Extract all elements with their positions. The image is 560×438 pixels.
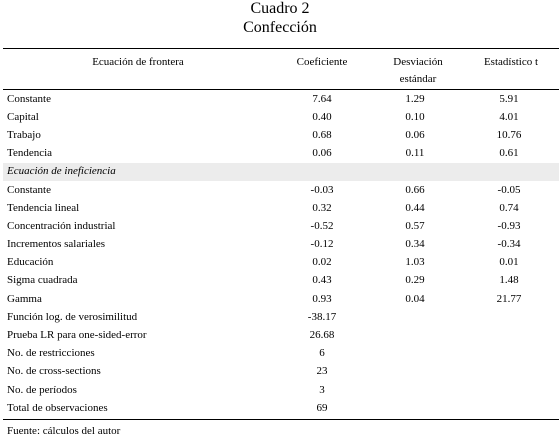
row-label: Constante xyxy=(7,93,51,105)
coefficient-value: 0.06 xyxy=(312,147,332,159)
row-label: Incrementos salariales xyxy=(7,238,106,250)
row-label: Prueba LR para one-sided-error xyxy=(7,329,147,341)
table-row: Gamma 0.93 0.04 21.77 xyxy=(0,290,560,308)
row-label: Tendencia lineal xyxy=(7,202,80,214)
t-statistic-value: -0.05 xyxy=(497,184,521,196)
row-label: Concentración industrial xyxy=(7,220,116,232)
std-dev-value: 0.34 xyxy=(405,238,425,250)
row-label: No. de restricciones xyxy=(7,347,95,359)
section-label: Ecuación de ineficiencia xyxy=(7,165,116,177)
coefficient-value: 0.93 xyxy=(312,293,332,305)
header-rule xyxy=(3,89,559,90)
coefficient-value: 0.68 xyxy=(312,129,332,141)
t-statistic-value: 0.01 xyxy=(499,256,519,268)
table-row: Total de observaciones 69 xyxy=(0,399,560,417)
coefficient-value: 0.40 xyxy=(312,111,332,123)
row-label: Gamma xyxy=(7,293,42,305)
coefficient-value: -0.52 xyxy=(310,220,334,232)
table-row: Constante 7.64 1.29 5.91 xyxy=(0,90,560,108)
table-row: No. de restricciones 6 xyxy=(0,344,560,362)
source-note: Fuente: cálculos del autor xyxy=(7,425,121,437)
header-coefficient: Coeficiente xyxy=(296,56,348,68)
coefficient-value: 23 xyxy=(316,365,328,377)
coefficient-value: 7.64 xyxy=(312,93,332,105)
row-label: No. de cross-sections xyxy=(7,365,101,377)
coefficient-value: -0.12 xyxy=(310,238,334,250)
t-statistic-value: 4.01 xyxy=(499,111,519,123)
table-row: Tendencia 0.06 0.11 0.61 xyxy=(0,144,560,162)
row-label: Función log. de verosimilitud xyxy=(7,311,138,323)
row-label: Sigma cuadrada xyxy=(7,274,78,286)
top-rule xyxy=(3,48,559,49)
coefficient-value: 6 xyxy=(319,347,325,359)
row-label: Tendencia xyxy=(7,147,53,159)
table-row: Educación 0.02 1.03 0.01 xyxy=(0,253,560,271)
row-label: Capital xyxy=(7,111,39,123)
std-dev-value: 1.29 xyxy=(405,93,425,105)
t-statistic-value: 0.61 xyxy=(499,147,519,159)
header-std-dev-line1: Desviación xyxy=(393,56,443,68)
table-row: No. de períodos 3 xyxy=(0,381,560,399)
std-dev-value: 0.04 xyxy=(405,293,425,305)
std-dev-value: 0.57 xyxy=(405,220,425,232)
table-row: Trabajo 0.68 0.06 10.76 xyxy=(0,126,560,144)
row-label: Trabajo xyxy=(7,129,41,141)
coefficient-value: 3 xyxy=(319,384,325,396)
coefficient-value: 0.43 xyxy=(312,274,332,286)
t-statistic-value: 5.91 xyxy=(499,93,519,105)
table-title: Cuadro 2 xyxy=(250,0,310,17)
t-statistic-value: 21.77 xyxy=(496,293,522,305)
row-label: Total de observaciones xyxy=(7,402,108,414)
t-statistic-value: -0.34 xyxy=(497,238,521,250)
table-row: No. de cross-sections 23 xyxy=(0,362,560,380)
std-dev-value: 0.44 xyxy=(405,202,425,214)
t-statistic-value: 0.74 xyxy=(499,202,519,214)
coefficient-value: 0.32 xyxy=(312,202,332,214)
t-statistic-value: 10.76 xyxy=(496,129,522,141)
header-t-statistic: Estadístico t xyxy=(483,56,539,68)
table-row: Capital 0.40 0.10 4.01 xyxy=(0,108,560,126)
table-row: Función log. de verosimilitud -38.17 xyxy=(0,308,560,326)
coefficient-value: 69 xyxy=(316,402,328,414)
bottom-rule xyxy=(3,419,559,420)
section-band-inefficiency xyxy=(3,163,559,181)
std-dev-value: 0.66 xyxy=(405,184,425,196)
std-dev-value: 1.03 xyxy=(405,256,425,268)
header-equation: Ecuación de frontera xyxy=(92,56,184,68)
table-row: Tendencia lineal 0.32 0.44 0.74 xyxy=(0,199,560,217)
t-statistic-value: -0.93 xyxy=(497,220,521,232)
row-label: Constante xyxy=(7,184,51,196)
row-label: Educación xyxy=(7,256,54,268)
coefficient-value: -0.03 xyxy=(310,184,334,196)
coefficient-value: 0.02 xyxy=(312,256,332,268)
table-row: Ecuación de ineficiencia xyxy=(0,162,560,180)
table-subtitle: Confección xyxy=(243,19,317,36)
table-row: Constante -0.03 0.66 -0.05 xyxy=(0,181,560,199)
std-dev-value: 0.10 xyxy=(405,111,425,123)
t-statistic-value: 1.48 xyxy=(499,274,519,286)
table-row: Prueba LR para one-sided-error 26.68 xyxy=(0,326,560,344)
table-row: Incrementos salariales -0.12 0.34 -0.34 xyxy=(0,235,560,253)
std-dev-value: 0.11 xyxy=(405,147,425,159)
std-dev-value: 0.06 xyxy=(405,129,425,141)
header-std-dev-line2: estándar xyxy=(399,73,437,85)
table-row: Concentración industrial -0.52 0.57 -0.93 xyxy=(0,217,560,235)
std-dev-value: 0.29 xyxy=(405,274,425,286)
table-row: Sigma cuadrada 0.43 0.29 1.48 xyxy=(0,271,560,289)
coefficient-value: -38.17 xyxy=(307,311,337,323)
coefficient-value: 26.68 xyxy=(309,329,335,341)
row-label: No. de períodos xyxy=(7,384,77,396)
